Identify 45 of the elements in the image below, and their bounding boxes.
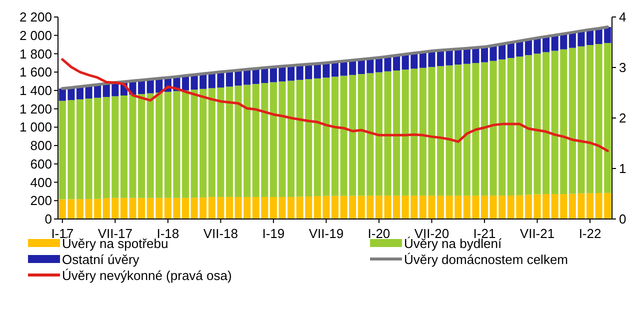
- x-tick-label: I-20: [368, 226, 390, 241]
- bar: [76, 199, 84, 219]
- legend-label: Ostatní úvěry: [62, 252, 140, 267]
- y-tick-label: 0: [44, 212, 52, 227]
- bar: [182, 198, 190, 219]
- line-series: [60, 26, 610, 90]
- bar: [182, 90, 190, 198]
- y-tick-label: 1 200: [19, 101, 52, 116]
- y-tick-label: 400: [30, 174, 52, 190]
- bar: [480, 196, 488, 219]
- x-tick-label: I-19: [262, 226, 285, 241]
- y2-tick-label: 4: [619, 10, 626, 25]
- y-tick-label: 1 600: [19, 64, 52, 80]
- bar: [586, 193, 594, 219]
- y-tick-label: 800: [30, 138, 52, 154]
- y2-tick-label: 3: [619, 60, 626, 76]
- y2-tick-label: 1: [619, 161, 626, 176]
- x-tick-label: VII-19: [308, 226, 344, 241]
- bar: [437, 66, 444, 196]
- bar: [437, 196, 444, 219]
- y2-tick-label: 0: [619, 212, 626, 227]
- bar: [331, 76, 339, 196]
- y-tick-label: 2 000: [19, 28, 52, 43]
- y-tick-label: 200: [30, 193, 52, 208]
- bar: [226, 196, 233, 219]
- y-tick-label: 2 200: [19, 10, 52, 25]
- bar: [76, 99, 84, 200]
- line-series: [61, 58, 609, 152]
- y-tick-label: 1 000: [19, 120, 52, 135]
- x-tick-label: VII-18: [203, 226, 238, 241]
- bar: [480, 46, 488, 62]
- y2-tick-label: 2: [619, 110, 626, 126]
- legend-label: Úvěry nevýkonné (pravá osa): [62, 268, 232, 283]
- bar: [480, 62, 488, 196]
- legend-label: Úvěry domácnostem celkem: [404, 252, 568, 267]
- y-tick-label: 600: [30, 156, 52, 172]
- bar: [226, 86, 233, 197]
- bar: [586, 45, 594, 194]
- y-tick-label: 1 400: [19, 83, 52, 98]
- x-tick-label: I-18: [156, 226, 180, 241]
- x-tick-label: VII-17: [98, 226, 132, 241]
- x-tick-label: VII-21: [520, 226, 555, 241]
- bar: [331, 196, 339, 219]
- y-tick-label: 1 800: [19, 46, 52, 62]
- x-tick-label: I-22: [578, 226, 602, 241]
